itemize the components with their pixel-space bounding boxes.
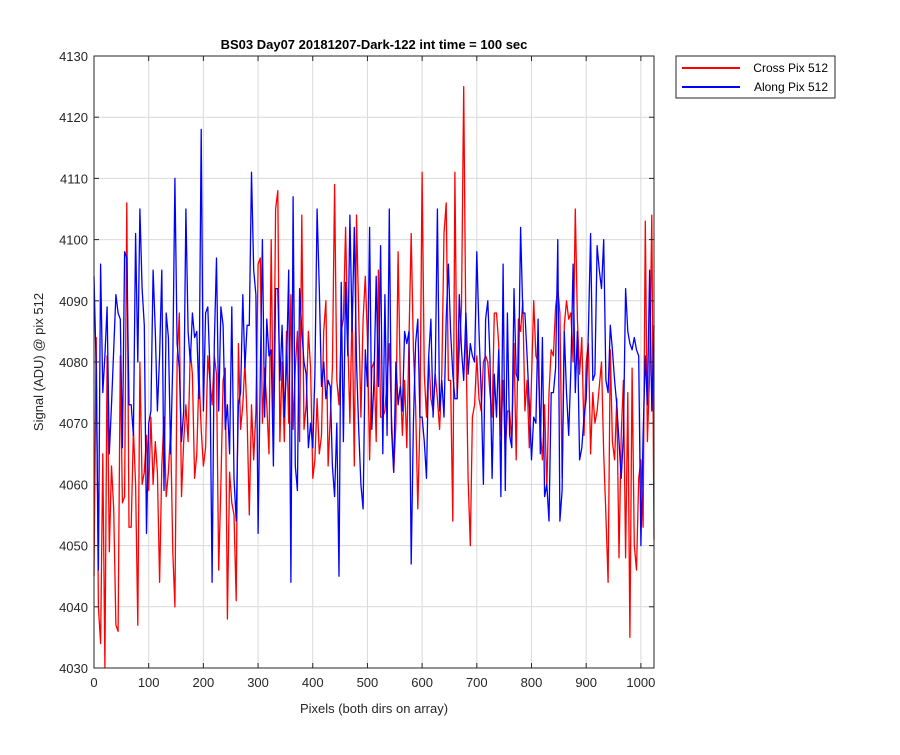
x-tick-label: 600 [411, 675, 433, 690]
x-axis-label: Pixels (both dirs on array) [300, 701, 448, 716]
legend-label-cross: Cross Pix 512 [753, 61, 828, 75]
x-tick-label: 700 [466, 675, 488, 690]
x-tick-label: 400 [302, 675, 324, 690]
legend-box [675, 55, 836, 99]
x-tick-label: 1000 [626, 675, 655, 690]
y-tick-label: 4110 [60, 171, 88, 186]
x-tick-label: 200 [193, 675, 215, 690]
y-tick-label: 4030 [59, 661, 88, 676]
y-tick-label: 4080 [59, 355, 88, 370]
y-tick-label: 4040 [59, 600, 88, 615]
x-tick-label: 900 [575, 675, 597, 690]
legend-label-along: Along Pix 512 [754, 80, 828, 94]
y-tick-label: 4130 [59, 49, 88, 64]
chart-title: BS03 Day07 20181207-Dark-122 int time = … [221, 37, 528, 52]
x-tick-label: 500 [357, 675, 379, 690]
y-axis: 4030 4040 4050 4060 4070 4080 4090 4100 4110 4120… [59, 49, 654, 676]
y-axis-label: Signal (ADU) @ pix 512 [31, 293, 46, 431]
y-tick-label: 4090 [59, 294, 88, 309]
x-tick-label: 100 [138, 675, 160, 690]
x-axis: 0 100 200 300 400 500 600 700 800 900 1000 [90, 56, 655, 690]
y-tick-label: 4060 [59, 477, 88, 492]
x-tick-label: 300 [247, 675, 269, 690]
x-tick-label: 800 [521, 675, 543, 690]
y-tick-label: 4120 [59, 110, 88, 125]
series-layer [93, 85, 655, 669]
legend: Cross Pix 512 Along Pix 512 [675, 55, 836, 99]
y-tick-label: 4100 [59, 233, 88, 248]
series-line-along-pix-512 [93, 128, 655, 583]
y-tick-label: 4050 [59, 539, 88, 554]
y-tick-label: 4070 [59, 416, 88, 431]
x-tick-label: 0 [90, 675, 97, 690]
